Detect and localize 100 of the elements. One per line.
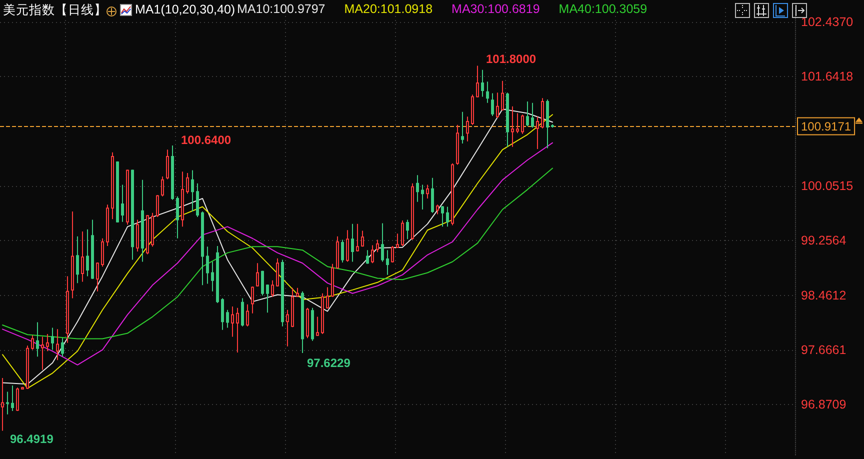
- candlestick: [311, 307, 314, 342]
- candlestick: [181, 171, 184, 228]
- candlestick: [386, 250, 389, 276]
- candlestick: [291, 287, 294, 328]
- candlestick: [426, 184, 429, 199]
- candlestick: [511, 106, 514, 148]
- candlestick: [496, 92, 499, 119]
- candlestick: [551, 124, 554, 128]
- y-tick-label: 102.4370: [801, 14, 854, 29]
- candlestick: [86, 228, 89, 277]
- y-tick-label: 98.4612: [801, 288, 846, 302]
- candlestick: [401, 220, 404, 246]
- candlestick: [51, 327, 54, 350]
- candlestick: [251, 286, 254, 314]
- annotation: 96.4919: [10, 432, 54, 446]
- candlestick: [151, 212, 154, 248]
- candlestick: [61, 338, 64, 358]
- candlestick: [321, 292, 324, 334]
- candlestick: [331, 263, 334, 298]
- candlestick: [176, 196, 179, 239]
- candlestick: [216, 245, 219, 304]
- candlestick: [316, 316, 319, 337]
- candlestick: [276, 258, 279, 288]
- line-series: [2, 168, 553, 340]
- candlestick: [161, 176, 164, 197]
- candlestick: [156, 194, 159, 218]
- candlestick: [246, 304, 249, 327]
- candlestick: [126, 169, 129, 226]
- candlestick: [466, 116, 469, 142]
- candlestick: [1, 377, 4, 432]
- chart-title: 美元指数【日线】: [3, 2, 107, 17]
- y-tick-label: 100.0515: [801, 179, 854, 194]
- candlestick: [11, 385, 14, 412]
- candlestick: [81, 231, 84, 282]
- candlestick: [26, 345, 29, 390]
- candlestick: [166, 149, 169, 180]
- candlestick: [46, 333, 49, 352]
- candlestick: [111, 152, 114, 220]
- candlestick: [341, 239, 344, 263]
- text: MA40:100.3059: [558, 2, 648, 16]
- candlestick: [131, 169, 134, 260]
- candlestick: [36, 322, 39, 358]
- candlestick: [296, 287, 299, 298]
- candlestick: [451, 162, 454, 226]
- candlestick: [536, 116, 539, 150]
- annotation: 97.6229: [307, 356, 350, 370]
- candlestick: [431, 177, 434, 214]
- candlestick: [286, 309, 289, 347]
- candlestick: [146, 214, 149, 255]
- candlestick: [361, 230, 364, 248]
- candlestick: [396, 233, 399, 249]
- candlestick: [56, 328, 59, 361]
- candlestick: [171, 145, 174, 200]
- candlestick: [471, 94, 474, 126]
- candlestick: [186, 172, 189, 194]
- candlestick: [106, 204, 109, 246]
- candlestick: [366, 250, 369, 264]
- candlestick: [476, 65, 479, 98]
- candlestick: [391, 245, 394, 263]
- candlestick: [201, 211, 204, 286]
- candlestick: [281, 259, 284, 327]
- text: MA20:101.0918: [344, 2, 433, 16]
- candlestick: [66, 276, 69, 344]
- candlestick: [411, 182, 414, 240]
- candlestick: [6, 391, 9, 415]
- candlestick: [371, 244, 374, 264]
- candlestick: [141, 179, 144, 262]
- candlestick: [346, 230, 349, 262]
- candlestick: [436, 204, 439, 215]
- ref-line-label: 100.9171: [801, 119, 852, 134]
- candlestick: [221, 298, 224, 330]
- candlestick: [16, 387, 19, 412]
- candlestick: [526, 101, 529, 127]
- candlestick: [226, 309, 229, 328]
- candlestick: [236, 307, 239, 354]
- candlestick: [306, 307, 309, 339]
- candlestick: [256, 262, 259, 288]
- candlestick: [376, 239, 379, 253]
- candlestick: [96, 262, 99, 292]
- candlestick: [406, 219, 409, 240]
- candlestick: [446, 206, 449, 228]
- candlestick: [421, 184, 424, 210]
- candlestick: [261, 270, 264, 296]
- candlestick: [191, 170, 194, 212]
- candlestick: [531, 102, 534, 128]
- candlestick: [501, 80, 504, 111]
- candlestick: [271, 280, 274, 298]
- y-tick-label: 96.8709: [801, 398, 846, 412]
- candlestick: [381, 222, 384, 262]
- candlestick: [136, 219, 139, 252]
- candlestick: [416, 174, 419, 202]
- text: MA30:100.6819: [452, 2, 540, 16]
- candlestick: [326, 286, 329, 310]
- chart-subtitle: MA1(10,20,30,40): [135, 2, 236, 16]
- candlestick: [491, 92, 494, 116]
- candlestick: [241, 298, 244, 327]
- y-tick-label: 101.6418: [801, 70, 854, 84]
- candlestick: [211, 261, 214, 292]
- candlestick: [506, 92, 509, 148]
- candlestick: [546, 98, 549, 149]
